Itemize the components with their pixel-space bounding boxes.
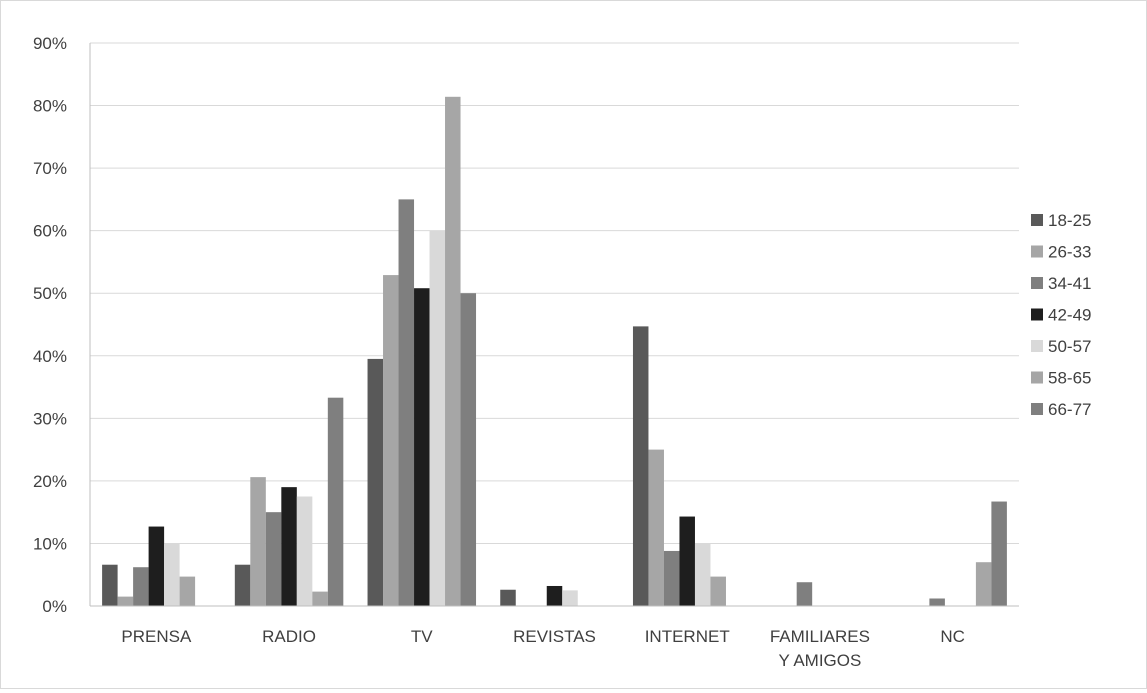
legend: 18-25 26-33 34-41 42-49 50-57 58-65 66-77 <box>1031 211 1091 419</box>
bar-26-33-internet <box>648 449 664 606</box>
legend-swatch <box>1031 371 1043 384</box>
bar-18-25-internet <box>632 326 649 606</box>
legend-swatch <box>1031 403 1043 415</box>
legend-label: 50-57 <box>1048 337 1091 356</box>
y-tick-label: 80% <box>33 97 67 116</box>
bar-50-57-radio <box>296 496 313 606</box>
legend-item-50-57: 50-57 <box>1031 337 1091 356</box>
y-tick-label: 60% <box>33 222 67 241</box>
bar-42-49-prensa <box>148 526 165 606</box>
legend-label: 26-33 <box>1048 243 1091 262</box>
bar-26-33-prensa <box>117 596 134 606</box>
y-tick-label: 10% <box>33 534 67 553</box>
legend-label: 34-41 <box>1048 274 1091 293</box>
bar-26-33-tv <box>383 275 399 606</box>
legend-label: 66-77 <box>1048 400 1091 419</box>
x-category-label: REVISTAS <box>513 627 596 646</box>
bar-18-25-tv <box>367 358 384 606</box>
y-tick-label: 50% <box>33 284 67 303</box>
y-tick-label: 20% <box>33 472 67 491</box>
legend-item-66-77: 66-77 <box>1031 400 1091 419</box>
bar-42-49-tv <box>414 288 430 606</box>
x-category-label: INTERNET <box>645 627 730 646</box>
gridlines <box>90 42 1019 544</box>
bar-50-57-revistas <box>562 590 578 606</box>
bar-58-65-nc <box>975 562 992 606</box>
bar-66-77-nc <box>991 501 1007 606</box>
legend-swatch <box>1031 340 1043 352</box>
legend-label: 18-25 <box>1048 211 1091 230</box>
bars <box>102 96 1007 606</box>
legend-swatch <box>1031 214 1043 226</box>
bar-34-41-familiares-y-amigos <box>796 582 813 606</box>
bar-34-41-radio <box>265 512 282 606</box>
bar-26-33-radio <box>250 477 266 606</box>
bar-50-57-tv <box>429 230 446 606</box>
legend-swatch <box>1031 245 1043 258</box>
bar-66-77-radio <box>327 397 344 606</box>
legend-item-18-25: 18-25 <box>1031 211 1091 230</box>
y-axis-tick-labels: 0% 10% 20% 30% 40% 50% 60% 70% 80% 90% <box>33 34 67 616</box>
x-category-label: NC <box>940 627 965 646</box>
bar-66-77-tv <box>460 293 477 606</box>
bar-50-57-internet <box>694 543 711 606</box>
y-tick-label: 70% <box>33 159 67 178</box>
bar-50-57-prensa <box>164 543 180 606</box>
y-tick-label: 0% <box>42 597 67 616</box>
bar-34-41-nc <box>929 598 945 606</box>
legend-swatch <box>1031 308 1043 321</box>
x-category-label: TV <box>411 627 433 646</box>
bar-18-25-radio <box>234 564 251 606</box>
bar-34-41-tv <box>398 199 415 606</box>
bar-34-41-prensa <box>133 567 149 606</box>
bar-42-49-revistas <box>546 585 563 606</box>
x-category-label: FAMILIARES Y AMIGOS <box>770 627 870 670</box>
x-axis-category-labels: PRENSA RADIO TV REVISTAS INTERNET FAMILIARES Y… <box>121 627 965 670</box>
bar-42-49-radio <box>281 487 297 606</box>
bar-18-25-prensa <box>102 564 118 606</box>
legend-item-26-33: 26-33 <box>1031 243 1091 262</box>
bar-58-65-prensa <box>179 576 196 606</box>
legend-item-42-49: 42-49 <box>1031 306 1091 325</box>
bar-18-25-revistas <box>500 589 516 606</box>
legend-label: 58-65 <box>1048 369 1091 388</box>
bar-42-49-internet <box>679 516 695 606</box>
bar-58-65-tv <box>445 96 461 606</box>
y-tick-label: 40% <box>33 347 67 366</box>
y-tick-label: 30% <box>33 409 67 428</box>
legend-label: 42-49 <box>1048 306 1091 325</box>
bar-34-41-internet <box>663 550 680 606</box>
x-category-label: PRENSA <box>121 627 192 646</box>
bar-58-65-radio <box>312 591 328 606</box>
y-tick-label: 90% <box>33 34 67 53</box>
bar-58-65-internet <box>710 576 726 606</box>
axes <box>89 43 1019 607</box>
legend-item-34-41: 34-41 <box>1031 274 1091 293</box>
legend-swatch <box>1031 277 1043 289</box>
legend-item-58-65: 58-65 <box>1031 369 1091 388</box>
x-category-label: RADIO <box>262 627 316 646</box>
